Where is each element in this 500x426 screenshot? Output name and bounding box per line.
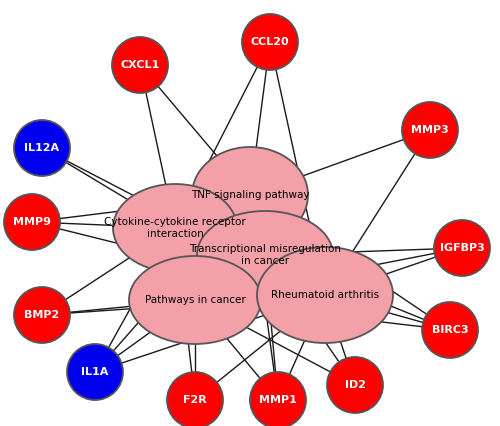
Circle shape <box>14 287 70 343</box>
Text: BMP2: BMP2 <box>24 310 59 320</box>
Text: CCL20: CCL20 <box>250 37 290 47</box>
Text: BIRC3: BIRC3 <box>432 325 469 335</box>
Text: MMP3: MMP3 <box>411 125 449 135</box>
Circle shape <box>250 372 306 426</box>
Text: IL12A: IL12A <box>24 143 59 153</box>
Ellipse shape <box>113 184 237 272</box>
Text: Rheumatoid arthritis: Rheumatoid arthritis <box>271 290 379 300</box>
Text: CXCL1: CXCL1 <box>120 60 160 70</box>
Text: ID2: ID2 <box>344 380 366 390</box>
Ellipse shape <box>192 147 308 243</box>
Ellipse shape <box>129 256 261 344</box>
Circle shape <box>67 344 123 400</box>
Text: F2R: F2R <box>183 395 207 405</box>
Circle shape <box>327 357 383 413</box>
Ellipse shape <box>197 211 333 299</box>
Text: IGFBP3: IGFBP3 <box>440 243 484 253</box>
Circle shape <box>167 372 223 426</box>
Circle shape <box>422 302 478 358</box>
Circle shape <box>434 220 490 276</box>
Circle shape <box>14 120 70 176</box>
Text: TNF signaling pathway: TNF signaling pathway <box>191 190 309 200</box>
Text: MMP1: MMP1 <box>259 395 297 405</box>
Text: IL1A: IL1A <box>82 367 108 377</box>
Text: Pathways in cancer: Pathways in cancer <box>144 295 246 305</box>
Circle shape <box>242 14 298 70</box>
Text: Transcriptional misregulation
in cancer: Transcriptional misregulation in cancer <box>189 244 341 266</box>
Text: MMP9: MMP9 <box>13 217 51 227</box>
Circle shape <box>402 102 458 158</box>
Text: Cytokine-cytokine receptor
interaction: Cytokine-cytokine receptor interaction <box>104 217 246 239</box>
Circle shape <box>112 37 168 93</box>
Ellipse shape <box>257 247 393 343</box>
Circle shape <box>4 194 60 250</box>
